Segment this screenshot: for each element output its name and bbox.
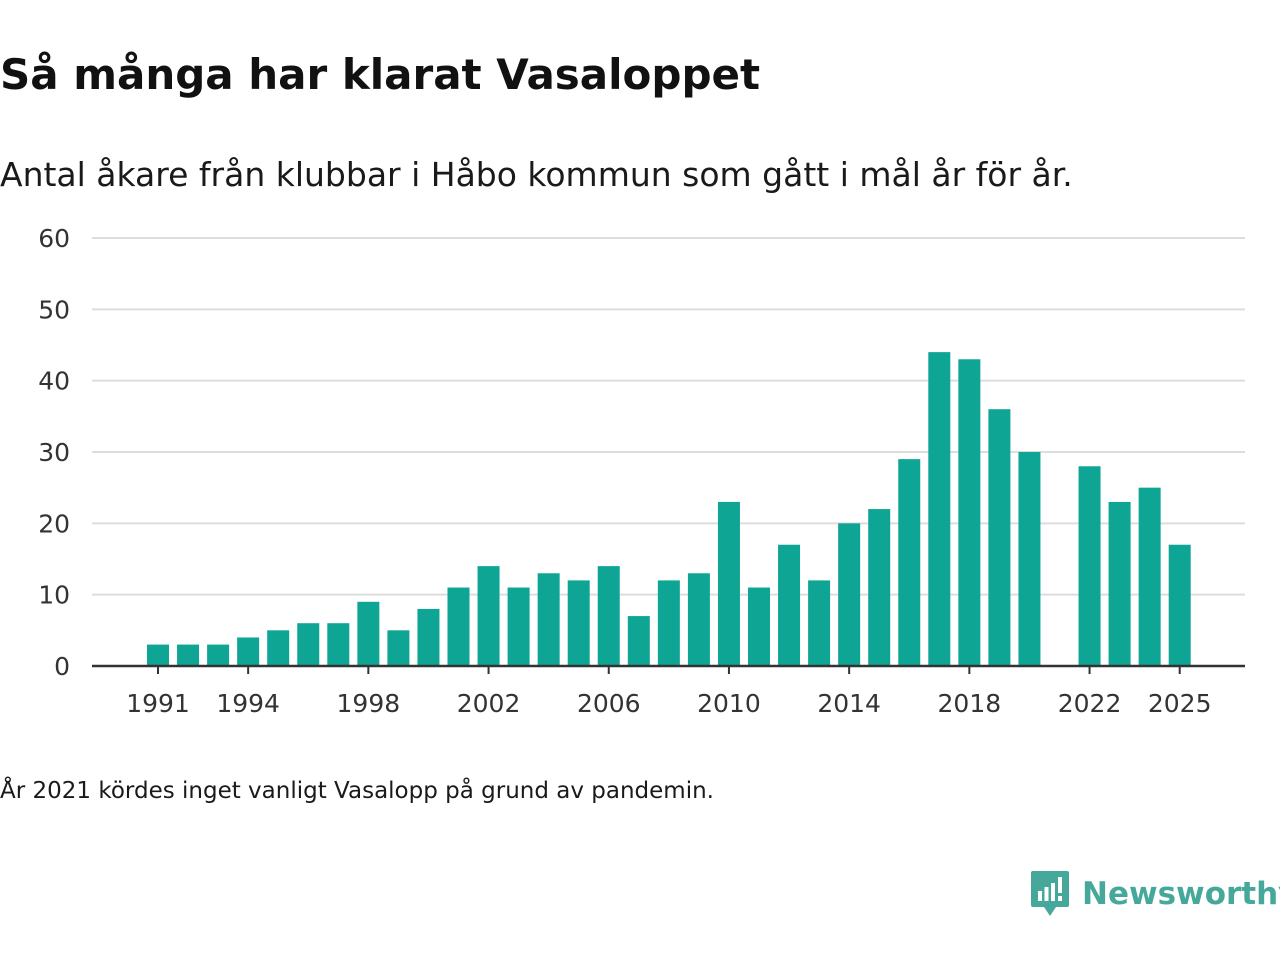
x-tick-label: 2025 xyxy=(1148,689,1212,718)
y-tick-label: 50 xyxy=(38,295,70,324)
axes: 0 10 20 30 40 50 60 1991 1994 1998 2002 2006 2010 201… xyxy=(38,224,1245,718)
x-tick-label: 1991 xyxy=(126,689,190,718)
bar-2008 xyxy=(657,580,680,666)
x-tick-label: 1994 xyxy=(216,689,280,718)
bar-2014 xyxy=(838,523,861,666)
bar-2025 xyxy=(1168,544,1191,666)
y-tick-label: 0 xyxy=(54,652,70,681)
bar-2022 xyxy=(1078,466,1101,666)
y-tick-label: 30 xyxy=(38,438,70,467)
bar-2017 xyxy=(928,352,951,666)
bar-2020 xyxy=(1018,452,1041,666)
x-tick-label: 2014 xyxy=(817,689,881,718)
y-tick-label: 40 xyxy=(38,367,70,396)
bar-1996 xyxy=(297,623,320,666)
bar-1999 xyxy=(387,630,410,666)
newsworthy-logo-icon xyxy=(1031,871,1069,916)
bar-1995 xyxy=(267,630,290,666)
bar-2009 xyxy=(687,573,710,666)
brand-name: Newsworthy xyxy=(1082,876,1280,912)
bar-2003 xyxy=(507,587,530,666)
x-tick-label: 2018 xyxy=(938,689,1002,718)
gridlines xyxy=(92,237,1245,596)
bar-1992 xyxy=(177,644,200,666)
bar-1993 xyxy=(207,644,230,666)
bar-2002 xyxy=(477,566,500,666)
bar-2015 xyxy=(868,509,891,666)
y-tick-label: 60 xyxy=(38,224,70,253)
bar-2013 xyxy=(808,580,831,666)
brand-logo[interactable]: Newsworthy xyxy=(1030,868,1280,920)
bar-2004 xyxy=(537,573,560,666)
bars xyxy=(147,352,1191,666)
bar-2024 xyxy=(1138,487,1161,666)
bar-2011 xyxy=(748,587,770,666)
bar-2007 xyxy=(627,616,650,666)
bar-2016 xyxy=(898,459,921,666)
bar-chart: 0 10 20 30 40 50 60 1991 1994 1998 2002 2006 2010 201… xyxy=(38,224,1245,718)
chart-subtitle: Antal åkare från klubbar i Håbo kommun s… xyxy=(0,155,1073,194)
y-tick-label: 20 xyxy=(38,509,70,538)
bar-2012 xyxy=(778,544,801,666)
bar-1997 xyxy=(327,623,350,666)
chart-title: Så många har klarat Vasaloppet xyxy=(0,50,761,99)
bar-2001 xyxy=(447,587,470,666)
footnote: År 2021 kördes inget vanligt Vasalopp på… xyxy=(0,778,714,804)
x-tick-label: 2002 xyxy=(457,689,521,718)
bar-1998 xyxy=(357,601,380,666)
x-tick-label: 2006 xyxy=(577,689,641,718)
x-tick-label: 2010 xyxy=(697,689,761,718)
bar-2000 xyxy=(417,608,440,666)
y-tick-label: 10 xyxy=(38,581,70,610)
x-tick-label: 2022 xyxy=(1058,689,1122,718)
bar-1994 xyxy=(237,637,260,666)
x-tick-label: 1998 xyxy=(337,689,401,718)
bar-2019 xyxy=(988,409,1011,666)
bar-1991 xyxy=(147,644,169,666)
bar-2010 xyxy=(717,501,740,666)
bar-2023 xyxy=(1108,501,1131,666)
bar-2018 xyxy=(958,359,981,666)
bar-2005 xyxy=(567,580,590,666)
bar-2006 xyxy=(597,566,620,666)
